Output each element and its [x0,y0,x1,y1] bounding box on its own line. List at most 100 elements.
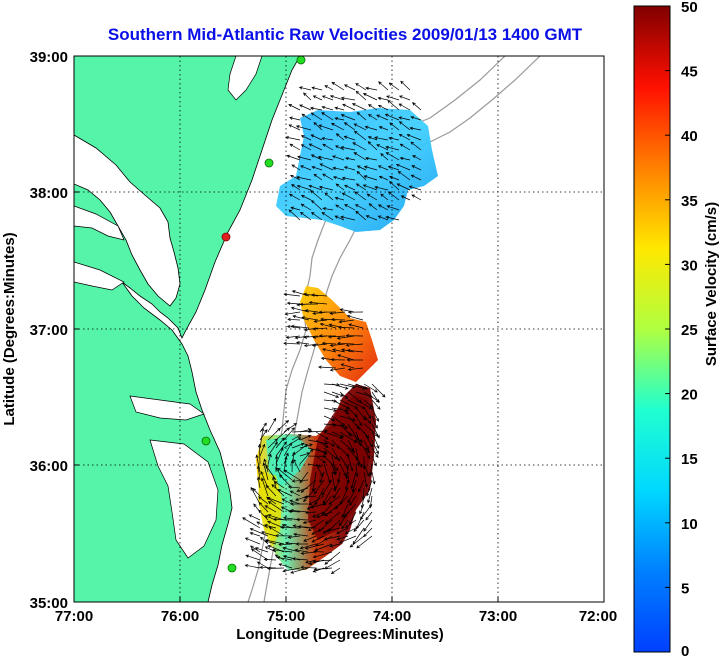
velocity-arrow [300,144,312,151]
velocity-arrow [281,498,293,505]
velocity-arrow [291,164,301,171]
velocity-arrow [319,322,337,329]
velocity-arrow [299,211,312,221]
velocity-arrow [258,509,269,521]
velocity-arrow [365,86,378,91]
velocity-arrow [307,439,329,445]
velocity-arrow [293,532,309,537]
velocity-arrow [261,477,269,497]
velocity-arrow [339,431,358,443]
velocity-arrow [377,96,389,101]
velocity-arrow [323,391,340,398]
velocity-arrow [334,196,345,201]
velocity-arrow [335,183,345,191]
velocity-arrow [266,566,285,571]
velocity-arrow [399,143,411,151]
velocity-arrow [321,212,334,221]
velocity-arrow [312,95,323,101]
velocity-arrow [355,463,359,478]
velocity-arrow [355,90,367,101]
velocity-arrow [303,487,317,503]
colorbar-tick-label: 50 [681,0,698,16]
velocity-arrow [310,134,323,141]
velocity-arrow [338,535,357,544]
velocity-arrow [339,487,349,506]
velocity-arrow [289,143,301,151]
velocity-arrow [331,439,340,449]
velocity-arrow [329,94,345,101]
velocity-arrow [339,455,349,470]
velocity-arrow [291,479,309,483]
velocity-arrow [346,471,350,484]
velocity-arrow [295,517,309,522]
velocity-arrow [311,535,325,543]
velocity-arrow [376,114,389,121]
velocity-arrow [378,175,389,181]
velocity-arrow [355,455,363,468]
velocity-arrow [411,102,422,111]
velocity-arrow [294,548,309,553]
velocity-arrow [330,567,341,575]
x-tick-label: 72:00 [579,608,617,625]
velocity-arrow [323,495,333,506]
velocity-arrow [329,343,346,348]
velocity-arrow [300,565,317,570]
velocity-arrow [341,503,349,519]
colorbar-tick-label: 5 [681,580,689,597]
velocity-arrow [244,537,261,545]
velocity-arrow [355,391,373,398]
velocity-arrow [388,82,400,91]
velocity-arrow [295,542,308,546]
velocity-arrow [344,479,349,491]
velocity-arrow [356,112,367,121]
velocity-arrow [362,93,378,101]
velocity-arrow [341,192,356,201]
velocity-arrow [267,453,272,465]
velocity-arrow [330,357,346,362]
velocity-arrow [359,503,365,515]
velocity-arrow [344,204,356,211]
velocity-arrow [315,447,328,455]
velocity-arrow [371,439,379,455]
velocity-arrow [303,535,317,542]
velocity-arrow [365,511,373,521]
velocity-arrow [399,156,411,161]
velocity-arrow [323,455,339,471]
velocity-arrow [385,145,400,151]
velocity-arrow [400,195,411,201]
velocity-arrow [258,501,269,513]
y-axis-label: Latitude (Degrees:Minutes) [1,232,18,425]
velocity-arrow [280,525,301,529]
velocity-arrow [380,193,389,201]
velocity-region-south-cyan [266,436,312,486]
velocity-arrow [376,144,389,151]
velocity-arrow [312,335,328,339]
velocity-arrow [363,399,374,408]
velocity-arrow [327,335,346,339]
velocity-arrow [363,407,372,420]
velocity-arrow [331,407,349,412]
x-tick-label: 73:00 [479,608,517,625]
velocity-arrow [311,293,328,297]
velocity-arrow [313,173,323,181]
velocity-arrow [334,106,345,111]
velocity-arrow [265,484,277,497]
velocity-arrow [254,547,269,553]
velocity-arrow [316,511,333,519]
velocity-arrow [303,327,319,332]
velocity-arrow [313,121,323,131]
velocity-arrow [363,471,368,488]
velocity-arrow [398,103,411,111]
velocity-arrow [339,391,349,400]
velocity-arrow [337,354,355,361]
velocity-arrow [331,463,336,476]
velocity-region-north [276,108,438,232]
velocity-arrow [311,527,325,535]
velocity-arrow [371,447,379,458]
velocity-arrow [263,524,277,529]
velocity-arrow [290,502,308,506]
velocity-arrow [385,215,400,221]
velocity-arrow [290,174,301,181]
velocity-arrow [343,135,356,141]
velocity-arrow [386,205,400,211]
